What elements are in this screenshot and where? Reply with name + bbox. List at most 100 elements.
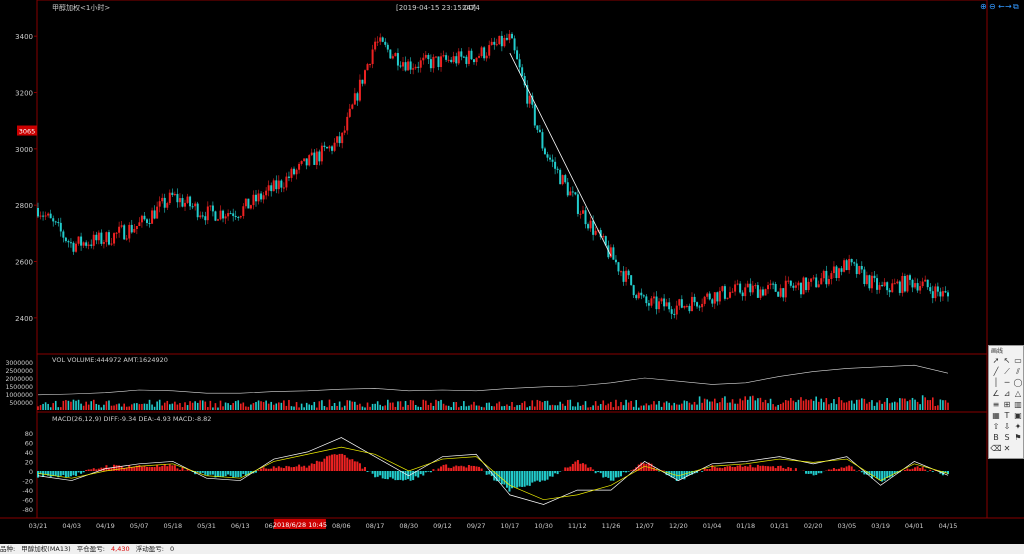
volume-bar <box>899 398 901 410</box>
price-candle <box>72 242 75 252</box>
down-arrow-icon[interactable]: ⇩ <box>1003 422 1011 431</box>
macd-histogram-bar <box>338 453 341 471</box>
macd-histogram-bar <box>181 467 184 471</box>
volume-bar <box>741 400 744 410</box>
macd-histogram-bar <box>95 469 98 471</box>
gann-icon[interactable]: ⊞ <box>1003 400 1011 409</box>
line-icon[interactable]: ╱ <box>993 367 999 376</box>
channel-icon[interactable]: ⊿ <box>1003 389 1011 398</box>
fib-icon[interactable]: ≡ <box>992 400 1000 409</box>
angle-icon[interactable]: ∠ <box>992 389 1000 398</box>
xaxis-tick-label: 04/03 <box>62 522 81 530</box>
macd-histogram-bar <box>827 469 830 471</box>
parallel-icon[interactable]: ⫽ <box>1016 367 1020 376</box>
macd-histogram-bar <box>495 471 498 482</box>
macd-histogram-bar <box>919 468 922 471</box>
macd-histogram-bar <box>303 465 306 471</box>
macd-histogram-bar <box>54 471 57 476</box>
price-candle <box>158 201 161 207</box>
price-candle <box>480 47 483 57</box>
vline-icon[interactable]: │ <box>993 378 999 387</box>
price-candle <box>838 268 841 278</box>
ray-icon[interactable]: ⟋ <box>1004 367 1010 376</box>
up-arrow-icon[interactable]: ⇧ <box>992 422 1000 431</box>
price-candle <box>630 275 633 286</box>
price-candle <box>151 210 154 224</box>
text-icon[interactable]: T <box>1004 411 1010 420</box>
price-candle <box>323 145 326 147</box>
macd-histogram-bar <box>526 471 529 486</box>
price-candle <box>125 238 128 240</box>
price-candle <box>815 277 818 288</box>
status-symbol-value[interactable]: 甲醇加权(MA13) <box>21 545 71 553</box>
volume-bar <box>445 405 447 410</box>
macd-histogram-bar <box>536 471 539 481</box>
price-candle <box>92 234 95 246</box>
price-candle <box>579 213 582 215</box>
volume-bar <box>85 401 87 410</box>
volume-bar <box>47 403 49 410</box>
price-candle <box>178 198 181 203</box>
price-ytick-label: 3400 <box>15 33 33 41</box>
macd-histogram-bar <box>440 466 443 471</box>
macd-ytick-label: 20 <box>25 458 33 466</box>
grid-icon[interactable]: ▦ <box>992 411 1000 420</box>
buy-icon[interactable]: B <box>993 433 999 442</box>
macd-histogram-bar <box>85 469 88 471</box>
delete-icon[interactable]: ✕ <box>1003 444 1011 453</box>
save-icon[interactable]: ▣ <box>1014 411 1022 420</box>
volume-bar <box>207 407 209 410</box>
price-candle <box>219 210 222 220</box>
flag-icon[interactable]: ⚑ <box>1014 433 1022 442</box>
price-candle <box>105 232 108 243</box>
price-candle <box>181 198 184 207</box>
macd-histogram-bar <box>270 468 273 471</box>
macd-ytick-label: 40 <box>25 449 33 457</box>
pointer-icon[interactable]: ↖ <box>1003 356 1011 365</box>
volume-bar <box>194 401 196 410</box>
macd-histogram-bar <box>569 466 572 471</box>
eraser-icon[interactable]: ⌫ <box>990 444 1002 453</box>
triangle-icon[interactable]: △ <box>1014 389 1022 398</box>
macd-histogram-bar <box>480 468 483 471</box>
macd-histogram-bar <box>62 471 65 475</box>
zoom-out-icon[interactable]: ⊖ <box>989 2 996 11</box>
restore-icon[interactable]: ⧉ <box>1013 2 1019 11</box>
macd-histogram-bar <box>881 471 884 482</box>
price-candle <box>876 278 879 290</box>
price-candle <box>308 155 311 166</box>
macd-histogram-bar <box>746 466 749 471</box>
price-candle <box>726 297 729 299</box>
price-candle <box>511 33 514 39</box>
volume-bar <box>592 405 594 410</box>
tower-icon[interactable]: ▥ <box>1014 400 1022 409</box>
price-panel-frame <box>36 0 988 355</box>
volume-bar <box>437 401 440 410</box>
macd-histogram-bar <box>374 471 377 478</box>
ellipse-icon[interactable]: ◯ <box>1013 378 1023 387</box>
macd-histogram-bar <box>876 471 879 479</box>
arrow-icon[interactable]: ➚ <box>992 356 1000 365</box>
volume-bar <box>536 399 539 410</box>
volume-bar <box>394 406 397 410</box>
volume-bar <box>92 399 95 410</box>
sell-icon[interactable]: S <box>1004 433 1010 442</box>
macd-histogram-bar <box>858 470 861 471</box>
hline-icon[interactable]: ─ <box>1004 378 1010 387</box>
arrow-left-icon[interactable]: ← <box>998 2 1005 11</box>
volume-bar <box>460 406 463 410</box>
volume-bar <box>924 397 926 410</box>
mark-icon[interactable]: ✦ <box>1014 422 1022 431</box>
macd-histogram-bar <box>726 466 729 471</box>
macd-histogram-bar <box>642 463 645 471</box>
volume-bar <box>427 404 430 410</box>
volume-bar <box>402 406 404 410</box>
price-candle <box>374 41 377 50</box>
rect-icon[interactable]: ▭ <box>1014 356 1022 365</box>
zoom-in-icon[interactable]: ⊕ <box>980 2 987 11</box>
arrow-right-icon[interactable]: → <box>1005 2 1012 11</box>
price-candle <box>277 180 280 190</box>
price-candle <box>939 291 942 297</box>
price-candle <box>452 56 455 63</box>
